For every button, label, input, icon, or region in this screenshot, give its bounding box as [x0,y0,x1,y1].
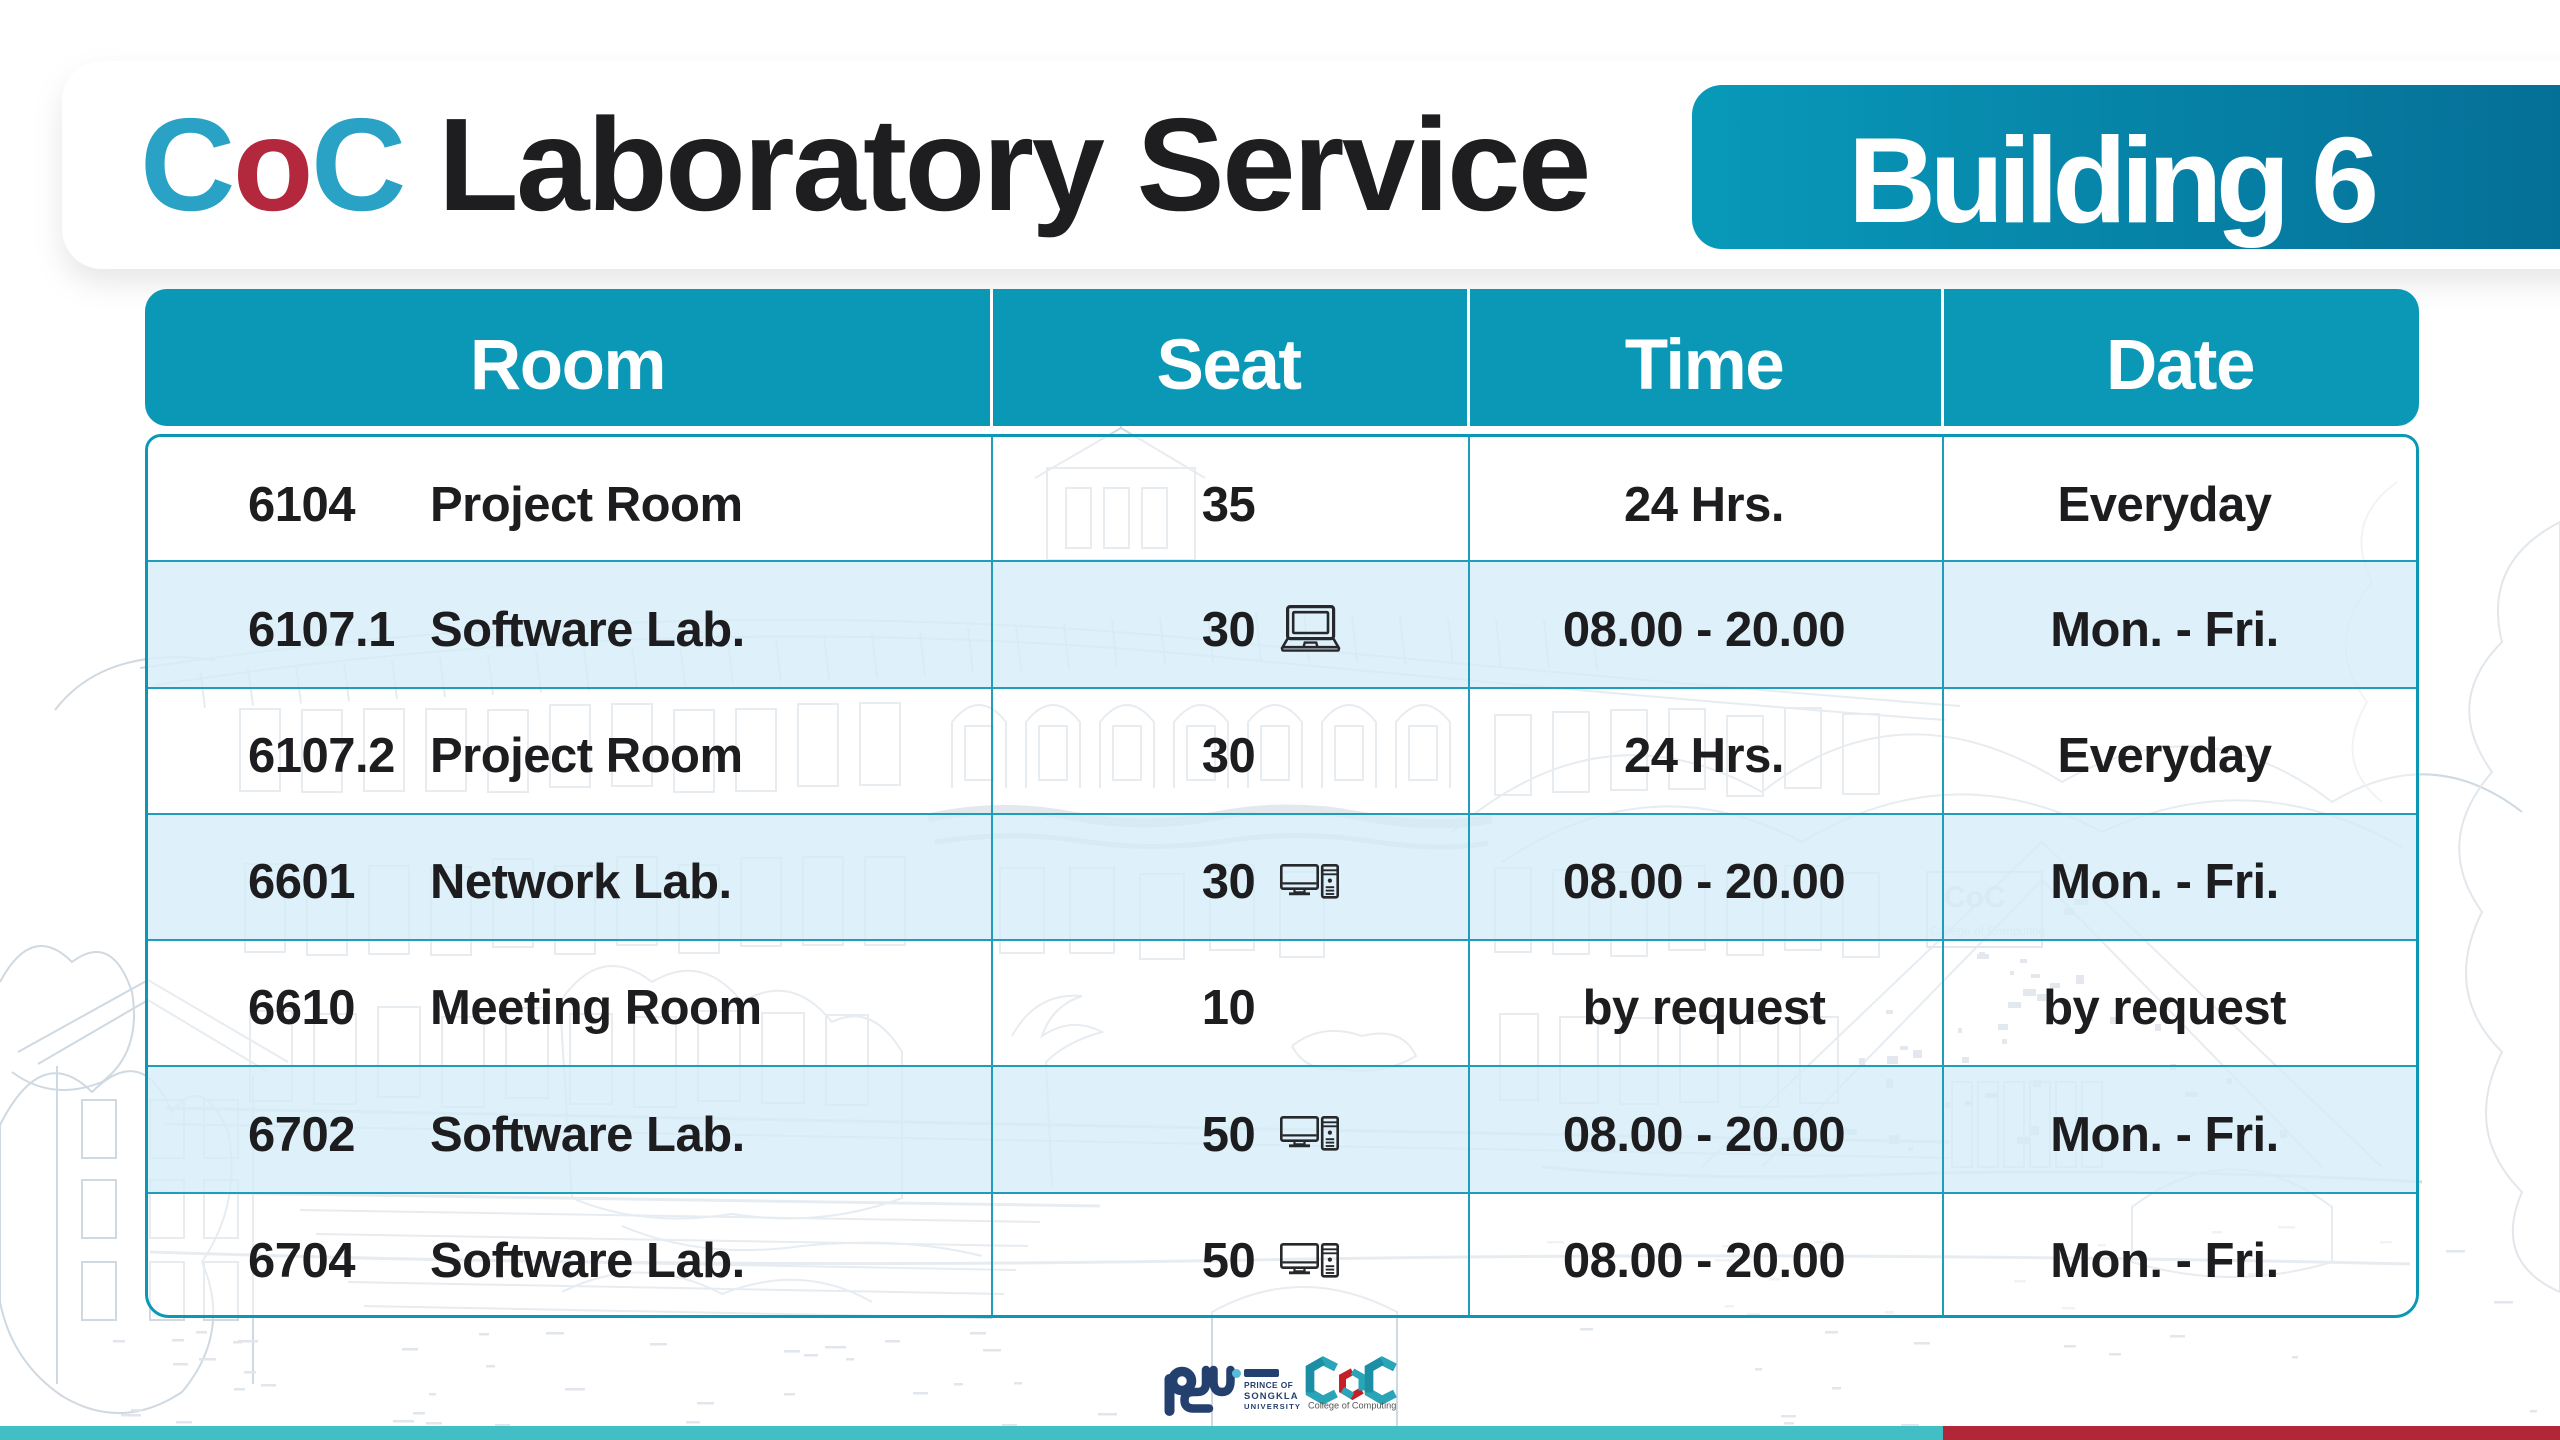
svg-text:College of Computing: College of Computing [1308,1401,1396,1411]
svg-text:UNIVERSITY: UNIVERSITY [1244,1402,1301,1411]
svg-text:SONGKLA: SONGKLA [1244,1390,1299,1401]
svg-text:PRINCE OF: PRINCE OF [1244,1380,1293,1390]
